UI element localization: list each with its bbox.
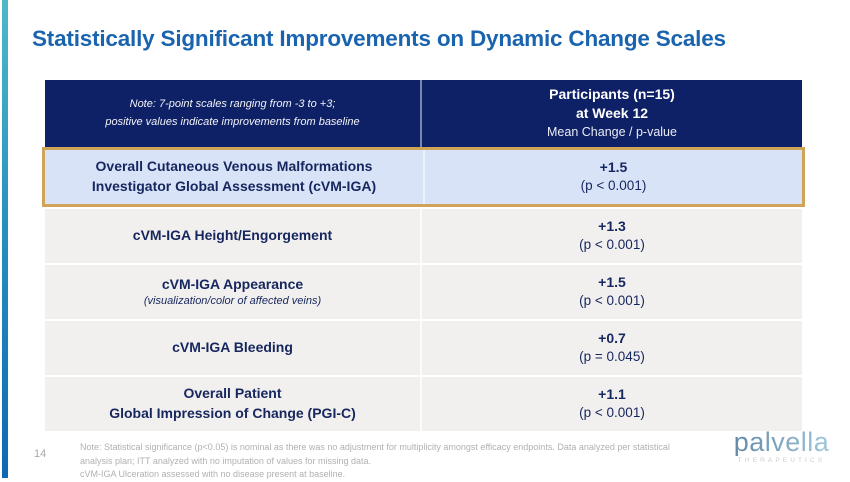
p-value: (p < 0.001) <box>579 405 645 421</box>
footnote-line1: Note: Statistical significance (p<0.05) … <box>80 442 670 466</box>
p-value: (p = 0.045) <box>579 349 645 365</box>
row-label-line1: Overall Cutaneous Venous Malformations <box>95 158 373 175</box>
row-label-line1: cVM-IGA Height/Engorgement <box>132 227 333 244</box>
palvella-logo: palvella THERAPEUTICS <box>729 428 834 465</box>
scale-note-line2: positive values indicate improvements fr… <box>105 115 360 128</box>
mean-change-value: +1.1 <box>598 385 626 402</box>
mean-change-value: +1.5 <box>599 158 628 175</box>
row-value-cell: +1.5 (p < 0.001) <box>420 265 802 319</box>
row-label-line2: Global Impression of Change (PGI-C) <box>109 405 356 421</box>
table-header-participants-cell: Participants (n=15) at Week 12 Mean Chan… <box>420 80 802 147</box>
row-label-line1: cVM-IGA Appearance <box>161 275 304 292</box>
results-table: Note: 7-point scales ranging from -3 to … <box>42 80 805 431</box>
table-row-appearance: cVM-IGA Appearance (visualization/color … <box>45 265 802 319</box>
row-value-cell: +0.7 (p = 0.045) <box>420 321 802 375</box>
table-header-row: Note: 7-point scales ranging from -3 to … <box>45 80 802 147</box>
left-accent-bar <box>2 0 8 478</box>
p-value: (p < 0.001) <box>579 293 645 309</box>
palvella-logo-subtitle: THERAPEUTICS <box>737 457 826 465</box>
row-label-line1: Overall Patient <box>183 385 282 402</box>
mean-change-value: +0.7 <box>598 329 626 346</box>
page-number: 14 <box>34 448 47 460</box>
row-label-line2: Investigator Global Assessment (cVM-IGA) <box>91 178 377 194</box>
participants-metric: Mean Change / p-value <box>547 125 677 140</box>
p-value: (p < 0.001) <box>580 178 647 194</box>
row-value-cell: +1.3 (p < 0.001) <box>420 209 802 263</box>
row-label-line1: cVM-IGA Bleeding <box>172 339 293 356</box>
table-row-height-engorgement: cVM-IGA Height/Engorgement +1.3 (p < 0.0… <box>45 209 802 263</box>
participants-timepoint: at Week 12 <box>575 105 649 122</box>
footnote: Note: Statistical significance (p<0.05) … <box>80 441 692 482</box>
row-label-cell: cVM-IGA Bleeding <box>45 321 420 375</box>
mean-change-value: +1.5 <box>598 273 626 290</box>
row-value-cell: +1.5 (p < 0.001) <box>423 150 802 204</box>
p-value: (p < 0.001) <box>579 237 645 253</box>
row-label-cell: cVM-IGA Height/Engorgement <box>45 209 420 263</box>
table-row-bleeding: cVM-IGA Bleeding +0.7 (p = 0.045) <box>45 321 802 375</box>
mean-change-value: +1.3 <box>598 217 626 234</box>
participants-count: Participants (n=15) <box>549 86 675 103</box>
palvella-logo-wordmark: palvella <box>729 428 834 457</box>
footnote-line2: cVM-IGA Ulceration assessed with no dise… <box>80 469 346 479</box>
row-label-subline: (visualization/color of affected veins) <box>143 295 322 308</box>
scale-note-line1: Note: 7-point scales ranging from -3 to … <box>129 98 336 111</box>
row-value-cell: +1.1 (p < 0.001) <box>420 377 802 431</box>
row-label-cell: cVM-IGA Appearance (visualization/color … <box>45 265 420 319</box>
row-label-cell: Overall Cutaneous Venous Malformations I… <box>45 150 423 204</box>
slide-title: Statistically Significant Improvements o… <box>32 26 726 51</box>
table-row-cvm-iga-overall: Overall Cutaneous Venous Malformations I… <box>42 147 805 207</box>
row-label-cell: Overall Patient Global Impression of Cha… <box>45 377 420 431</box>
table-row-pgi-c: Overall Patient Global Impression of Cha… <box>45 377 802 431</box>
table-header-note-cell: Note: 7-point scales ranging from -3 to … <box>45 80 420 147</box>
